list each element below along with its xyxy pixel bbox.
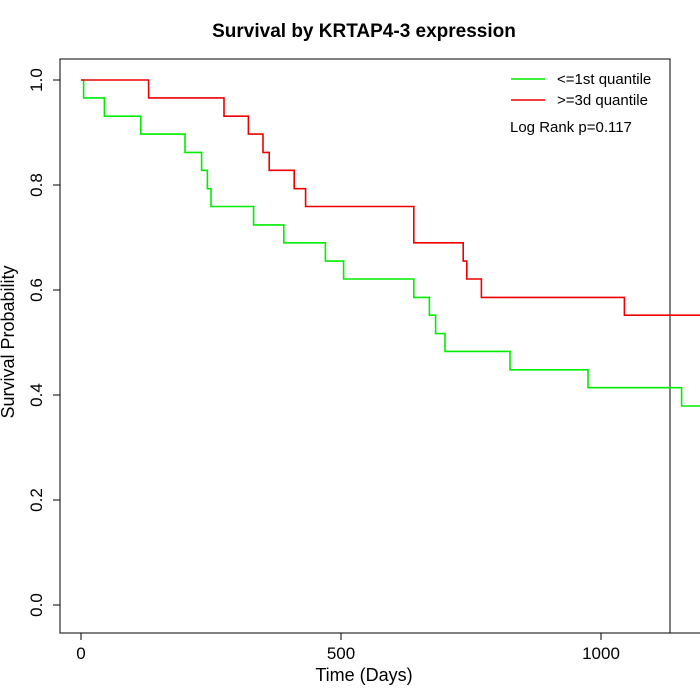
y-tick-label: 0.2 [27,488,46,512]
log-rank-annotation: Log Rank p=0.117 [510,119,632,136]
y-axis: 0.0 0.2 0.4 0.6 0.8 1.0 [27,68,61,617]
y-axis-label: Survival Probability [0,265,18,418]
y-tick-label: 0.0 [27,593,46,617]
plot-frame [59,58,671,634]
x-axis-label: Time (Days) [315,665,412,685]
y-tick-label: 0.6 [27,278,46,302]
x-tick-label: 0 [76,644,85,663]
x-axis: 0500100015002000 [76,632,700,663]
series-line-high [81,79,700,316]
series-layer [81,79,700,407]
chart-title: Survival by KRTAP4-3 expression [212,21,516,42]
y-tick-label: 0.8 [27,173,46,197]
legend-label-high: >=3d quantile [557,92,648,109]
legend: <=1st quantile >=3d quantile Log Rank p=… [510,71,651,136]
x-tick-label: 1000 [582,644,620,663]
series-line-low [81,79,700,407]
y-tick-label: 1.0 [27,68,46,92]
legend-label-low: <=1st quantile [557,71,651,88]
x-tick-label: 500 [327,644,355,663]
y-tick-label: 0.4 [27,383,46,407]
